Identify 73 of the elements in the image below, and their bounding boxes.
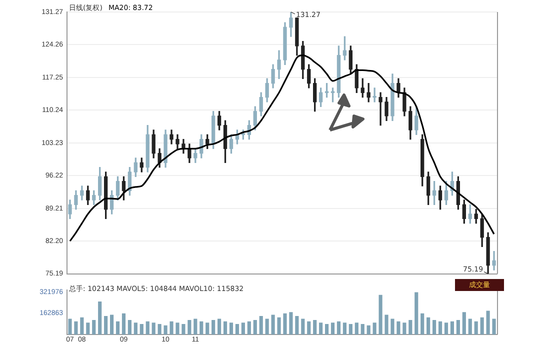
bar (348, 324, 352, 335)
bar (140, 324, 144, 335)
bar (92, 320, 96, 335)
bar (182, 324, 186, 335)
bar (116, 321, 120, 335)
bar (486, 310, 490, 335)
bar (223, 321, 228, 335)
bar (170, 321, 174, 335)
bar (158, 324, 162, 335)
bar (74, 321, 78, 335)
bar (283, 313, 287, 335)
bar (68, 318, 72, 335)
bar (295, 316, 299, 335)
bar (444, 322, 448, 335)
bar (176, 322, 180, 335)
bar (319, 322, 323, 335)
bar (420, 313, 424, 335)
bar (188, 320, 192, 335)
bar (336, 321, 341, 335)
bar (110, 314, 114, 335)
bar (212, 320, 216, 335)
bar (289, 312, 293, 335)
bar (86, 322, 90, 335)
bar (265, 318, 269, 335)
bar (366, 325, 370, 335)
bar (98, 301, 102, 335)
bar (426, 317, 430, 335)
bar (152, 322, 156, 335)
bar (492, 318, 496, 335)
bar (229, 322, 234, 335)
bar (360, 324, 364, 335)
bar (122, 313, 126, 335)
bar (200, 321, 204, 335)
bar (408, 320, 412, 335)
bar (241, 322, 245, 335)
bar (325, 324, 329, 335)
bar (414, 292, 418, 335)
bar (194, 318, 198, 335)
bar (307, 321, 311, 335)
bar (235, 324, 239, 335)
bar (271, 314, 275, 335)
bar (104, 316, 108, 335)
bar (206, 322, 210, 335)
bar (450, 321, 454, 335)
bar (462, 312, 466, 335)
bar (438, 321, 442, 335)
bar (342, 322, 346, 335)
bar (277, 317, 281, 335)
bar (396, 321, 400, 335)
bar (164, 325, 168, 335)
bar (128, 320, 132, 335)
bar (247, 321, 251, 335)
bar (402, 322, 406, 335)
bar (480, 317, 484, 335)
bar (313, 320, 317, 335)
bar (384, 314, 388, 335)
bar (468, 318, 472, 335)
bar (146, 321, 150, 335)
bar (390, 318, 394, 335)
bar (134, 322, 138, 335)
bar (80, 317, 84, 335)
bar (354, 322, 358, 335)
bar (378, 294, 382, 335)
bar (474, 321, 478, 335)
bar (372, 322, 376, 335)
bar (432, 320, 436, 335)
bar (259, 316, 263, 335)
bar (456, 320, 460, 335)
bar (330, 322, 335, 335)
line-series (69, 54, 495, 242)
bar (218, 318, 222, 335)
bar (253, 320, 257, 335)
bar (301, 318, 305, 335)
